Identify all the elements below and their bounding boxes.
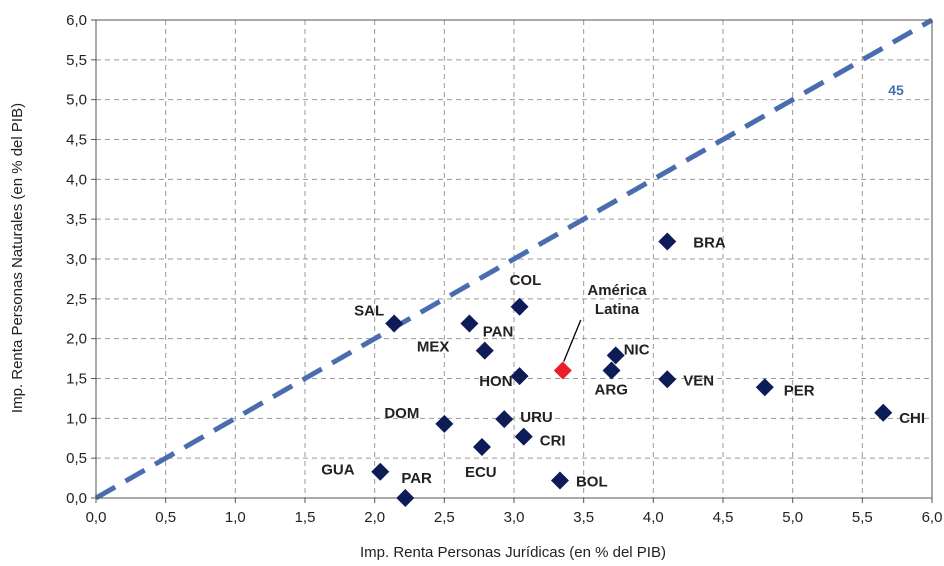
y-axis-ticks: 0,0 0,5 1,0 1,5 2,0 2,5 3,0 3,5 4,0 4,5 5,0 5,5 6,0 <box>66 12 96 507</box>
data-label-col: COL <box>510 272 542 289</box>
y-tick-label: 0,0 <box>66 490 87 507</box>
data-label-ven: VEN <box>683 372 714 389</box>
y-tick-label: 4,0 <box>66 171 87 188</box>
x-tick-label: 3,5 <box>573 509 594 526</box>
data-point-chi <box>874 403 893 422</box>
data-point-mex <box>460 314 479 333</box>
x-axis-title: Imp. Renta Personas Jurídicas (en % del … <box>360 544 666 561</box>
x-tick-label: 5,5 <box>852 509 873 526</box>
data-point-nic <box>606 346 625 365</box>
x-tick-label: 6,0 <box>922 509 943 526</box>
latin-america-annotation: América Latina <box>563 282 647 362</box>
data-points <box>371 232 893 507</box>
data-point-america-latina <box>553 361 572 380</box>
data-point-cri <box>514 427 533 446</box>
data-label-arg: ARG <box>595 382 628 399</box>
y-tick-label: 2,0 <box>66 331 87 348</box>
data-labels: BRA COL SAL MEX PAN NIC HON ARG VEN PER CHI DOM URU C… <box>321 234 925 490</box>
data-label-uru: URU <box>520 409 553 426</box>
data-label-mex: MEX <box>417 339 450 356</box>
y-tick-label: 2,5 <box>66 291 87 308</box>
data-point-sal <box>385 314 404 333</box>
x-tick-label: 2,0 <box>364 509 385 526</box>
data-point-gua <box>371 462 390 481</box>
data-label-cri: CRI <box>540 433 566 450</box>
x-tick-label: 4,5 <box>713 509 734 526</box>
x-tick-label: 0,5 <box>155 509 176 526</box>
y-tick-label: 5,5 <box>66 52 87 69</box>
y-tick-label: 6,0 <box>66 12 87 29</box>
data-label-bra: BRA <box>693 234 726 251</box>
y-tick-label: 0,5 <box>66 450 87 467</box>
data-label-sal: SAL <box>354 303 384 320</box>
x-tick-label: 1,5 <box>295 509 316 526</box>
data-label-ecu: ECU <box>465 464 497 481</box>
data-point-bra <box>658 232 677 251</box>
y-tick-label: 1,5 <box>66 371 87 388</box>
data-point-hon <box>510 367 529 386</box>
reference-line-45-path <box>94 17 934 501</box>
x-axis-ticks: 0,0 0,5 1,0 1,5 2,0 2,5 3,0 3,5 4,0 4,5 5,0 5,5 6,0 <box>86 498 943 526</box>
data-label-gua: GUA <box>321 462 355 479</box>
x-tick-label: 2,5 <box>434 509 455 526</box>
reference-line-45 <box>94 17 934 501</box>
y-axis-title: Imp. Renta Personas Naturales (en % del … <box>9 103 26 413</box>
data-point-per <box>755 378 774 397</box>
data-point-uru <box>495 410 514 429</box>
y-tick-label: 4,5 <box>66 132 87 149</box>
x-tick-label: 5,0 <box>782 509 803 526</box>
data-label-per: PER <box>784 382 815 399</box>
data-point-col <box>510 297 529 316</box>
annotation-leader-line <box>563 319 582 362</box>
y-tick-label: 1,0 <box>66 410 87 427</box>
data-label-par: PAR <box>401 470 432 487</box>
data-point-par <box>396 489 415 507</box>
y-tick-label: 3,5 <box>66 211 87 228</box>
data-point-bol <box>550 471 569 490</box>
x-tick-label: 1,0 <box>225 509 246 526</box>
y-tick-label: 3,0 <box>66 251 87 268</box>
x-tick-label: 4,0 <box>643 509 664 526</box>
data-label-hon: HON <box>479 373 512 390</box>
data-point-ven <box>658 370 677 389</box>
data-label-bol: BOL <box>576 473 608 490</box>
y-tick-label: 5,0 <box>66 92 87 109</box>
data-label-dom: DOM <box>384 405 419 422</box>
data-point-dom <box>435 414 454 433</box>
x-tick-label: 3,0 <box>504 509 525 526</box>
annotation-label-line2: Latina <box>595 301 640 318</box>
data-point-pan <box>475 341 494 360</box>
data-label-chi: CHI <box>899 410 925 427</box>
data-label-pan: PAN <box>483 324 514 341</box>
data-point-ecu <box>472 438 491 457</box>
data-point-arg <box>602 361 621 380</box>
reference-line-label: 45 <box>888 82 904 98</box>
annotation-label-line1: América <box>587 282 647 299</box>
data-label-nic: NIC <box>624 341 650 358</box>
x-tick-label: 0,0 <box>86 509 107 526</box>
